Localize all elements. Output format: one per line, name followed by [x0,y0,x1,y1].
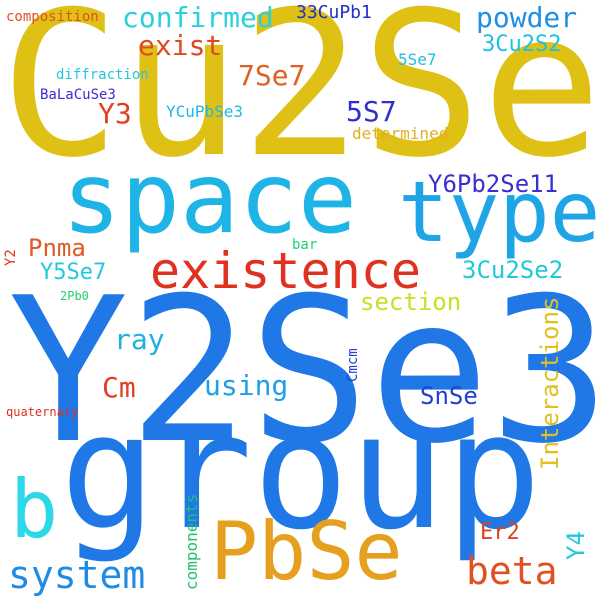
word-existence: existence [150,242,421,300]
word-beta: beta [466,549,558,593]
word-type: type [398,163,600,261]
word-cu2se: Cu2Se [0,0,600,202]
word-pnma: Pnma [28,234,86,262]
word-components: components [182,493,201,590]
word-group: group [60,378,542,565]
word-exist: exist [138,29,223,62]
word-ycupbse3: diffraction [56,67,149,83]
word-3cu2se2: 3Cu2Se2 [462,256,564,284]
word-section: section [360,288,462,316]
word-cm: Cm [102,371,136,404]
word-composition: 33CuPb1 [296,2,372,23]
word-33cupb1: Y4 [562,531,590,560]
word-pbse: PbSe [210,505,403,598]
word-diffraction: 5Se7 [398,50,437,69]
word-space: space [62,142,358,256]
word-bar: YCuPbSe3 [166,102,244,121]
word-y3: Y3 [98,97,132,130]
word-determined: BaLaCuSe3 [40,87,116,103]
word-7se7: 7Se7 [238,59,306,92]
word-b: b [10,463,59,556]
word-powder: powder [476,1,578,34]
word-snse: SnSe [420,382,478,410]
word-2pb0: determined [352,124,449,143]
word-y2se3: Y2Se3 [8,255,600,488]
word-using: using [204,369,289,402]
word-interactions: bar [292,237,318,253]
word-3cu2s2: 3Cu2S2 [482,32,562,57]
word-confirmed: confirmed [122,1,274,34]
word-quaternary: Y2 [3,249,19,266]
word-y6pb2se11: Y6Pb2Se11 [428,170,559,198]
word-er2: Interactions [536,296,564,470]
word-y4: 2Pb0 [60,289,89,303]
word-balacuse3: composition [6,9,99,25]
word-y2: quaternary [6,405,79,419]
word-system: system [8,553,146,597]
word-y5se7: Y5Se7 [40,260,107,285]
word-5s7: 5S7 [346,95,397,128]
word-5se7: Er2 [480,520,520,545]
word-cmcm: Cmcm [345,348,361,382]
word-ray: ray [114,323,165,356]
